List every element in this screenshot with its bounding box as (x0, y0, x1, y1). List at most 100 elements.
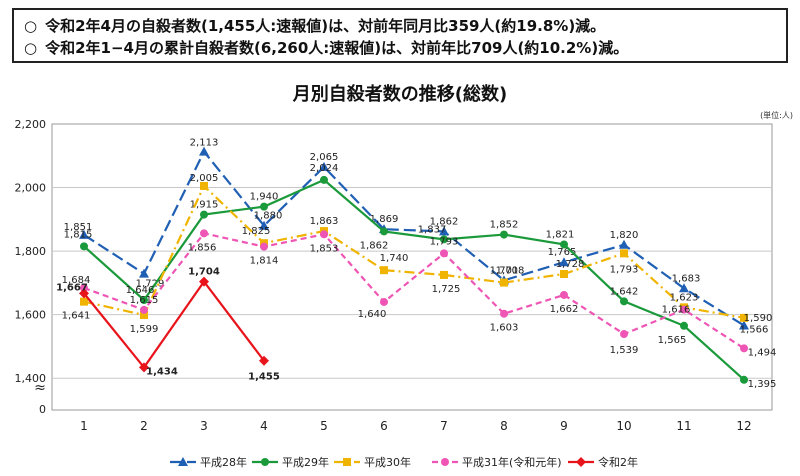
data-label: 1,853 (310, 243, 339, 254)
data-label: 1,494 (748, 347, 777, 358)
x-tick-label: 9 (560, 419, 568, 433)
data-label: 2,005 (190, 173, 219, 184)
data-label: 1,642 (610, 286, 639, 297)
circle-marker (140, 296, 148, 305)
data-label: 1,662 (550, 304, 579, 315)
series-line-1 (83, 149, 745, 327)
legend-label: 平成29年 (282, 455, 329, 469)
data-label: 2,065 (310, 152, 339, 163)
data-label: 1,599 (130, 324, 159, 335)
data-label: 1,852 (490, 220, 519, 231)
data-label: 2,113 (190, 138, 219, 149)
data-label: 1,603 (490, 323, 519, 334)
data-label: 1,683 (672, 273, 701, 284)
axis-break-icon: ≈ (34, 380, 46, 396)
plot-frame (51, 123, 773, 411)
series-line-5 (83, 279, 265, 370)
circle-marker (680, 305, 688, 314)
data-label: 2,024 (310, 163, 339, 174)
data-label: 1,590 (744, 313, 773, 324)
unit-label: (単位:人) (760, 110, 793, 120)
data-label: 1,623 (670, 292, 699, 303)
triangle-marker (439, 226, 449, 236)
diamond-marker (139, 362, 149, 373)
data-label: 1,793 (430, 236, 459, 247)
circle-marker (200, 210, 208, 219)
data-label: 1,566 (740, 324, 769, 335)
summary-line-1: ○ 令和2年4月の自殺者数(1,455人:速報値)は、対前年同月比359人(約19… (24, 15, 776, 37)
data-label: 1,667 (56, 282, 88, 293)
data-label: 1,641 (62, 311, 91, 322)
circle-marker (261, 458, 269, 466)
circle-marker (320, 230, 328, 239)
square-marker (380, 266, 388, 275)
legend-label: 平成30年 (364, 455, 411, 469)
circle-marker (260, 202, 268, 211)
circle-marker (260, 242, 268, 251)
summary-notice-box: ○ 令和2年4月の自殺者数(1,455人:速報値)は、対前年同月比359人(約19… (12, 8, 788, 63)
data-label: 1,820 (610, 230, 639, 241)
circle-marker (440, 235, 448, 244)
data-label: 1,395 (748, 379, 777, 390)
data-label: 1,434 (146, 366, 178, 377)
triangle-marker (319, 161, 329, 171)
data-label: 1,880 (254, 211, 283, 222)
data-label: 1,915 (190, 200, 219, 211)
legend-label: 平成31年(令和元年) (462, 455, 562, 469)
data-label: 1,862 (360, 240, 389, 251)
data-label: 1,815 (64, 229, 93, 240)
circle-marker (380, 297, 388, 306)
series-line-4 (83, 232, 745, 350)
circle-marker (140, 305, 148, 314)
triangle-marker (79, 229, 89, 239)
circle-marker (680, 321, 688, 330)
triangle-marker (199, 146, 209, 156)
square-marker (140, 310, 148, 319)
x-tick-label: 11 (676, 419, 691, 433)
y-tick-label: 0 (39, 403, 46, 416)
x-tick-label: 1 (80, 419, 88, 433)
circle-marker (200, 229, 208, 238)
data-label: 1,793 (610, 264, 639, 275)
x-tick-label: 3 (200, 419, 208, 433)
data-label: 1,837 (418, 224, 447, 235)
diamond-marker (576, 457, 586, 467)
legend-label: 令和2年 (598, 455, 638, 469)
x-tick-label: 8 (500, 419, 508, 433)
series-line-3 (83, 184, 745, 319)
bullet-icon: ○ (24, 17, 38, 35)
square-marker (200, 181, 208, 190)
x-tick-label: 7 (440, 419, 448, 433)
data-label: 1,615 (130, 295, 159, 306)
data-label: 1,863 (310, 216, 339, 227)
triangle-marker (259, 220, 269, 230)
legend-label: 平成28年 (200, 455, 247, 469)
square-marker (80, 297, 88, 306)
y-tick-label: 2,000 (15, 182, 47, 195)
circle-marker (320, 175, 328, 184)
diamond-marker (79, 288, 89, 299)
x-tick-label: 12 (736, 419, 751, 433)
circle-marker (620, 330, 628, 339)
data-label: 1,616 (662, 305, 691, 316)
triangle-marker (139, 268, 149, 278)
data-label: 1,814 (250, 256, 279, 267)
circle-marker (80, 242, 88, 251)
x-tick-label: 2 (140, 419, 148, 433)
data-label: 1,862 (430, 216, 459, 227)
circle-marker (80, 283, 88, 292)
circle-marker (560, 240, 568, 249)
data-label: 1,708 (496, 265, 525, 276)
square-marker (343, 458, 351, 466)
data-label: 1,869 (370, 214, 399, 225)
data-label: 1,728 (556, 259, 585, 270)
x-tick-label: 4 (260, 419, 268, 433)
data-label: 1,640 (358, 309, 387, 320)
data-label: 1,825 (242, 226, 271, 237)
data-label: 1,565 (658, 335, 687, 346)
x-tick-label: 5 (320, 419, 328, 433)
square-marker (440, 270, 448, 279)
circle-marker (500, 309, 508, 318)
y-tick-label: 2,200 (15, 118, 47, 131)
